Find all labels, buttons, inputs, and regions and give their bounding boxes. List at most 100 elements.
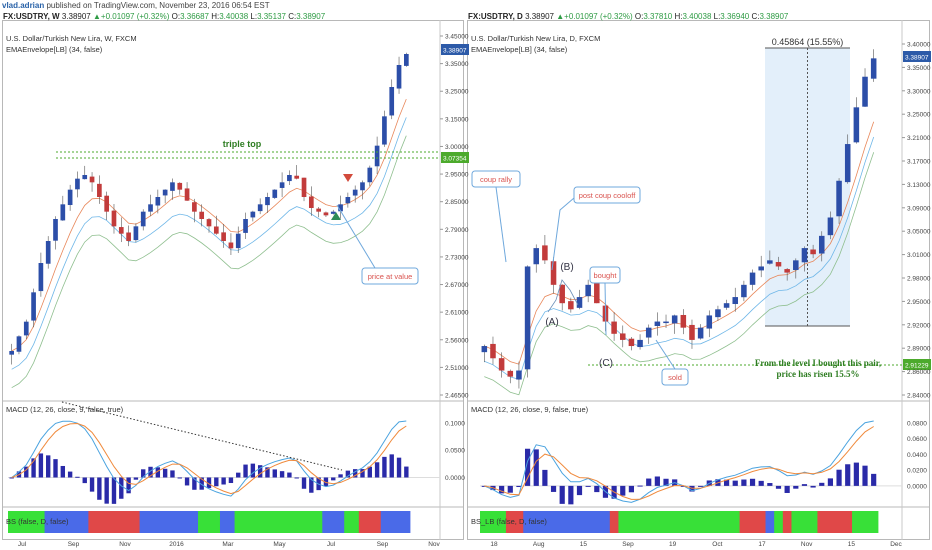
left-macd-hist-bar	[82, 477, 87, 484]
right-macd-hist-bar	[576, 485, 583, 496]
left-ema-line-3	[11, 135, 407, 389]
right-bs-cell	[566, 511, 576, 533]
left-bs-cell	[15, 511, 24, 533]
right-bs-cell	[497, 511, 507, 533]
left-macd-hist-bar	[199, 477, 204, 490]
right-bs-cell	[480, 511, 490, 533]
left-macd-hist-bar	[133, 477, 139, 480]
right-macd-hist-bar	[663, 478, 669, 486]
right-signal-line	[484, 426, 874, 500]
left-chg: +0.01097 (+0.32%)	[100, 12, 170, 21]
right-candle-body	[723, 303, 730, 308]
right-bs-cell	[609, 511, 619, 533]
right-candle-body	[559, 284, 565, 304]
left-ema-line-2	[11, 117, 407, 370]
right-x-tick: Nov	[801, 541, 813, 548]
right-candle-body	[697, 327, 704, 339]
left-macd-hist-bar	[141, 469, 146, 478]
right-macd-hist-bar	[689, 485, 695, 492]
right-price-tag	[903, 51, 931, 62]
right-bs-cell	[679, 511, 689, 533]
right-price-tick: 3.21000	[907, 135, 931, 142]
right-bs-cell	[635, 511, 645, 533]
right-bs-cell	[488, 511, 498, 533]
left-candle-body	[213, 226, 219, 234]
left-x-tick: Jul	[18, 541, 27, 548]
left-bs-cell	[380, 511, 389, 533]
right-bs-cell	[661, 511, 671, 533]
left-candle-body	[228, 242, 234, 249]
left-x-tick: Nov	[119, 541, 131, 548]
left-price-tick: 2.85000	[445, 199, 469, 206]
left-bs-cell	[73, 511, 82, 533]
publisher-user[interactable]: vlad.adrian	[2, 1, 45, 10]
right-candle-body	[533, 248, 540, 265]
left-macd-hist-bar	[331, 477, 336, 481]
left-candle-body	[9, 351, 14, 355]
price-at-value-pointer	[336, 204, 376, 269]
left-candle-body	[279, 182, 285, 188]
down-arrow-icon	[343, 174, 353, 182]
right-candle-body	[801, 248, 808, 263]
left-candle-body	[272, 189, 278, 198]
right-bs-cell	[808, 511, 818, 533]
right-candle-body	[663, 321, 669, 324]
left-candle-body	[389, 87, 395, 116]
right-candle-body	[818, 235, 825, 254]
right-candle-body	[507, 370, 514, 377]
left-price-tick: 2.95000	[445, 172, 469, 179]
left-bs-cell	[198, 511, 206, 533]
left-macd-tick: 0.0500	[445, 448, 465, 455]
left-macd-hist-bar	[111, 477, 117, 504]
right-macd-hist-bar	[698, 485, 704, 487]
right-macd-hist-bar	[637, 485, 643, 487]
left-candle-body	[23, 321, 29, 336]
left-macd-hist-bar	[148, 466, 153, 478]
right-macd-hist-bar	[585, 485, 591, 487]
left-bs-cell	[51, 511, 60, 533]
left-macd-hist-bar	[46, 455, 51, 478]
left-bs-cell	[37, 511, 45, 533]
left-macd-hist-bar	[396, 457, 402, 478]
left-candle-body	[330, 211, 336, 214]
left-low: 3.35137	[257, 12, 286, 21]
left-price-tick: 2.51000	[445, 365, 469, 372]
left-macd-hist-bar	[367, 466, 372, 478]
right-x-tick: 15	[580, 541, 588, 548]
right-bs-cell	[514, 511, 524, 533]
right-last: 3.38907	[525, 12, 554, 21]
right-price-tick: 3.30000	[907, 88, 931, 95]
left-candle-body	[199, 211, 205, 219]
left-bs-cell	[285, 511, 294, 533]
right-bs-cell	[505, 511, 516, 533]
right-candle-body	[568, 301, 574, 310]
left-macd-hist-bar	[177, 477, 182, 479]
left-macd-label: MACD (12, 26, close, 9, false, true)	[6, 405, 124, 414]
right-price-tick: 2.98000	[907, 276, 931, 283]
left-macd-hist-bar	[31, 458, 36, 478]
left-price-tick: 2.56000	[445, 337, 469, 344]
left-candle-body	[111, 210, 117, 227]
right-bs-cell	[601, 511, 611, 533]
left-bs-cell	[59, 511, 67, 533]
left-candle-body	[345, 197, 351, 204]
left-candle-body	[352, 189, 358, 196]
right-bs-cell	[800, 511, 810, 533]
right-macd-hist-bar	[654, 476, 660, 486]
left-candle-body	[31, 292, 36, 321]
left-x-tick: Sep	[68, 541, 80, 548]
right-price-tick: 3.13000	[907, 182, 931, 189]
right-bs-cell	[644, 511, 654, 533]
note-line-1: From the level I bought this pair,	[755, 358, 881, 368]
right-bs-cell	[774, 511, 784, 533]
publisher-text: published on TradingView.com, November 2…	[46, 1, 270, 10]
left-macd-hist-bar	[374, 462, 380, 478]
left-macd-hist-bar	[352, 469, 358, 478]
right-candle-body	[741, 284, 747, 298]
right-macd-hist-bar	[801, 484, 808, 486]
right-price-tick: 3.05000	[907, 229, 931, 236]
right-candle-body	[490, 343, 496, 359]
right-candle-body	[594, 282, 600, 304]
right-bs-cell	[817, 511, 827, 533]
